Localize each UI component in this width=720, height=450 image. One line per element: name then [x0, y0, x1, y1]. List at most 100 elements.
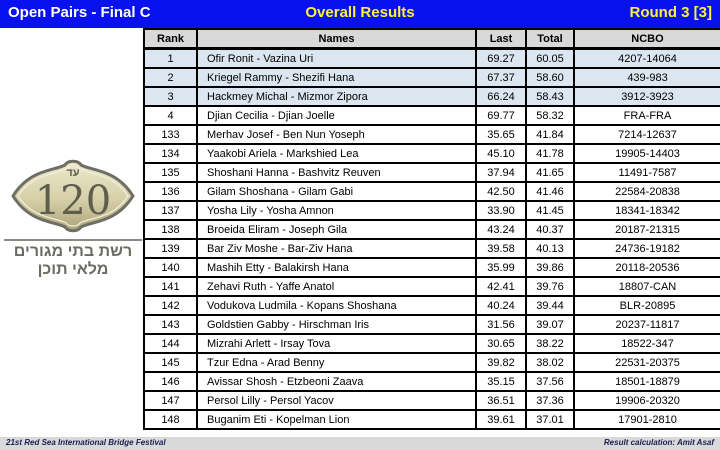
last-cell: 66.24 [477, 88, 527, 105]
ncbo-cell: 4207-14064 [618, 52, 677, 65]
names-cell: Mashih Etty - Balakirsh Hana [198, 259, 477, 276]
names-cell: Persol Lilly - Persol Yacov [198, 392, 477, 409]
total-cell: 58.43 [527, 88, 575, 105]
total-cell: 39.44 [527, 297, 575, 314]
table-row: 140 Mashih Etty - Balakirsh Hana 35.99 39.8… [145, 259, 720, 278]
results-table: Rank Names Last Total NCBO 1 Ofir Ronit -… [143, 28, 720, 430]
total-cell: 58.60 [527, 69, 575, 86]
ncbo-cell: 19906-20320 [615, 394, 680, 407]
last-cell: 45.10 [477, 145, 527, 162]
column-header-last: Last [477, 30, 527, 47]
logo-tagline-line1: רשת בתי מגורים [13, 243, 133, 260]
table-row: 148 Buganim Eti - Kopelman Lion 39.61 37.01… [145, 411, 720, 430]
rank-cell: 137 [145, 202, 198, 219]
last-cell: 35.15 [477, 373, 527, 390]
logo-divider [4, 239, 142, 241]
column-header-names: Names [198, 30, 477, 47]
names-cell: Tzur Edna - Arad Benny [198, 354, 477, 371]
last-cell: 69.77 [477, 107, 527, 124]
rank-cell: 138 [145, 221, 198, 238]
rank-cell: 139 [145, 240, 198, 257]
names-cell: Yaakobi Ariela - Markshied Lea [198, 145, 477, 162]
last-cell: 39.58 [477, 240, 527, 257]
last-cell: 37.94 [477, 164, 527, 181]
ncbo-cell: 18341-18342 [615, 204, 680, 217]
names-cell: Ofir Ronit - Vazina Uri [198, 50, 477, 67]
ncbo-cell: 19905-14403 [615, 147, 680, 160]
column-header-ncbo: NCBO [631, 32, 664, 45]
ncbo-cell: 18807-CAN [618, 280, 677, 293]
table-row: 143 Goldstien Gabby - Hirschman Iris 31.56… [145, 316, 720, 335]
total-cell: 40.13 [527, 240, 575, 257]
table-row: 136 Gilam Shoshana - Gilam Gabi 42.50 41.46… [145, 183, 720, 202]
last-cell: 43.24 [477, 221, 527, 238]
last-cell: 42.50 [477, 183, 527, 200]
rank-cell: 134 [145, 145, 198, 162]
last-cell: 33.90 [477, 202, 527, 219]
last-cell: 69.27 [477, 50, 527, 67]
names-cell: Gilam Shoshana - Gilam Gabi [198, 183, 477, 200]
last-cell: 42.41 [477, 278, 527, 295]
names-cell: Yosha Lily - Yosha Amnon [198, 202, 477, 219]
last-cell: 40.24 [477, 297, 527, 314]
names-cell: Broeida Eliram - Joseph Gila [198, 221, 477, 238]
sponsor-logo: עד 120 רשת בתי מגורים מלאי תוכן [4, 156, 142, 279]
total-cell: 37.36 [527, 392, 575, 409]
total-cell: 60.05 [527, 50, 575, 67]
names-cell: Goldstien Gabby - Hirschman Iris [198, 316, 477, 333]
table-row: 145 Tzur Edna - Arad Benny 39.82 38.02 22531… [145, 354, 720, 373]
rank-cell: 147 [145, 392, 198, 409]
last-cell: 31.56 [477, 316, 527, 333]
rank-cell: 136 [145, 183, 198, 200]
ncbo-cell: 11491-7587 [618, 166, 677, 179]
ncbo-cell: 22531-20375 [615, 356, 680, 369]
table-row: 2 Kriegel Rammy - Shezifi Hana 67.37 58.60 4… [145, 69, 720, 88]
last-cell: 35.99 [477, 259, 527, 276]
total-cell: 37.56 [527, 373, 575, 390]
names-cell: Zehavi Ruth - Yaffe Anatol [198, 278, 477, 295]
rank-cell: 141 [145, 278, 198, 295]
total-cell: 41.45 [527, 202, 575, 219]
table-header-row: Rank Names Last Total NCBO [145, 30, 720, 50]
round-indicator: Round 3 [3] [629, 4, 713, 21]
last-cell: 67.37 [477, 69, 527, 86]
table-row: 147 Persol Lilly - Persol Yacov 36.51 37.36… [145, 392, 720, 411]
names-cell: Buganim Eti - Kopelman Lion [198, 411, 477, 428]
ncbo-cell: 17901-2810 [618, 413, 677, 426]
ncbo-cell: 3912-3923 [621, 90, 674, 103]
total-cell: 41.65 [527, 164, 575, 181]
table-row: 138 Broeida Eliram - Joseph Gila 43.24 40.3… [145, 221, 720, 240]
ncbo-cell: 24736-19182 [615, 242, 680, 255]
last-cell: 36.51 [477, 392, 527, 409]
ncbo-cell: 22584-20838 [615, 185, 680, 198]
title-bar: Open Pairs - Final C Overall Results Rou… [0, 0, 720, 28]
ad-120-emblem-icon: עד 120 [11, 159, 135, 233]
total-cell: 41.46 [527, 183, 575, 200]
table-row: 133 Merhav Josef - Ben Nun Yoseph 35.65 41.… [145, 126, 720, 145]
table-row: 1 Ofir Ronit - Vazina Uri 69.27 60.05 4207-1… [145, 50, 720, 69]
names-cell: Avissar Shosh - Etzbeoni Zaava [198, 373, 477, 390]
rank-cell: 2 [145, 69, 198, 86]
rank-cell: 144 [145, 335, 198, 352]
last-cell: 35.65 [477, 126, 527, 143]
rank-cell: 148 [145, 411, 198, 428]
ncbo-cell: 20187-21315 [615, 223, 680, 236]
rank-cell: 143 [145, 316, 198, 333]
rank-cell: 1 [145, 50, 198, 67]
names-cell: Vodukova Ludmila - Kopans Shoshana [198, 297, 477, 314]
table-row: 137 Yosha Lily - Yosha Amnon 33.90 41.45 183… [145, 202, 720, 221]
names-cell: Hackmey Michal - Mizmor Zipora [198, 88, 477, 105]
ncbo-cell: 20237-11817 [615, 318, 680, 331]
names-cell: Merhav Josef - Ben Nun Yoseph [198, 126, 477, 143]
ncbo-cell: BLR-20895 [619, 299, 676, 312]
rank-cell: 4 [145, 107, 198, 124]
total-cell: 38.02 [527, 354, 575, 371]
table-row: 134 Yaakobi Ariela - Markshied Lea 45.10 41… [145, 145, 720, 164]
total-cell: 39.07 [527, 316, 575, 333]
table-row: 141 Zehavi Ruth - Yaffe Anatol 42.41 39.76 1… [145, 278, 720, 297]
names-cell: Shoshani Hanna - Bashvitz Reuven [198, 164, 477, 181]
rank-cell: 146 [145, 373, 198, 390]
total-cell: 41.84 [527, 126, 575, 143]
ncbo-cell: 20118-20536 [615, 261, 680, 274]
total-cell: 58.32 [527, 107, 575, 124]
